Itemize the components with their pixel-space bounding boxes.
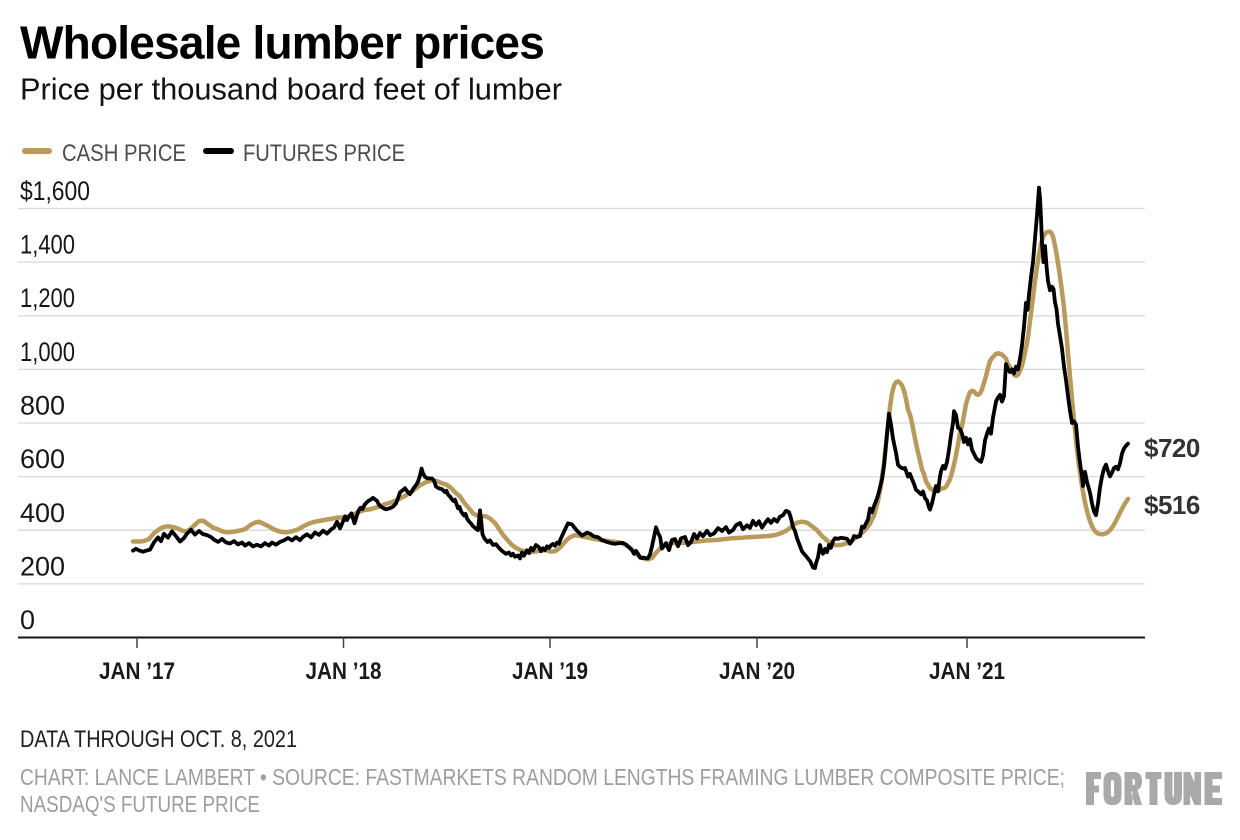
svg-text:NASDAQ'S FUTURE PRICE: NASDAQ'S FUTURE PRICE	[20, 791, 260, 817]
svg-text:1,000: 1,000	[20, 337, 75, 367]
svg-text:1,200: 1,200	[20, 283, 75, 313]
svg-text:400: 400	[20, 498, 65, 528]
svg-text:$720: $720	[1144, 433, 1200, 463]
svg-text:CASH PRICE: CASH PRICE	[62, 140, 186, 167]
svg-text:JAN ’19: JAN ’19	[512, 658, 588, 685]
svg-text:CHART: LANCE LAMBERT • SOURCE:: CHART: LANCE LAMBERT • SOURCE: FASTMARKE…	[20, 764, 1065, 790]
svg-text:JAN ’21: JAN ’21	[929, 658, 1005, 685]
svg-text:JAN ’18: JAN ’18	[306, 658, 382, 685]
svg-text:JAN ’20: JAN ’20	[719, 658, 795, 685]
svg-text:600: 600	[20, 444, 65, 474]
svg-text:0: 0	[20, 605, 35, 635]
svg-text:DATA THROUGH OCT. 8, 2021: DATA THROUGH OCT. 8, 2021	[20, 726, 297, 753]
svg-text:800: 800	[20, 391, 65, 421]
svg-text:1,400: 1,400	[20, 230, 75, 260]
svg-text:FUTURES PRICE: FUTURES PRICE	[243, 140, 405, 167]
svg-text:JAN ’17: JAN ’17	[99, 658, 175, 685]
svg-text:$1,600: $1,600	[20, 176, 90, 206]
svg-text:Price per thousand board feet: Price per thousand board feet of lumber	[20, 72, 562, 107]
svg-text:$516: $516	[1144, 490, 1200, 520]
svg-text:200: 200	[20, 551, 65, 581]
svg-text:Wholesale lumber prices: Wholesale lumber prices	[20, 17, 544, 69]
